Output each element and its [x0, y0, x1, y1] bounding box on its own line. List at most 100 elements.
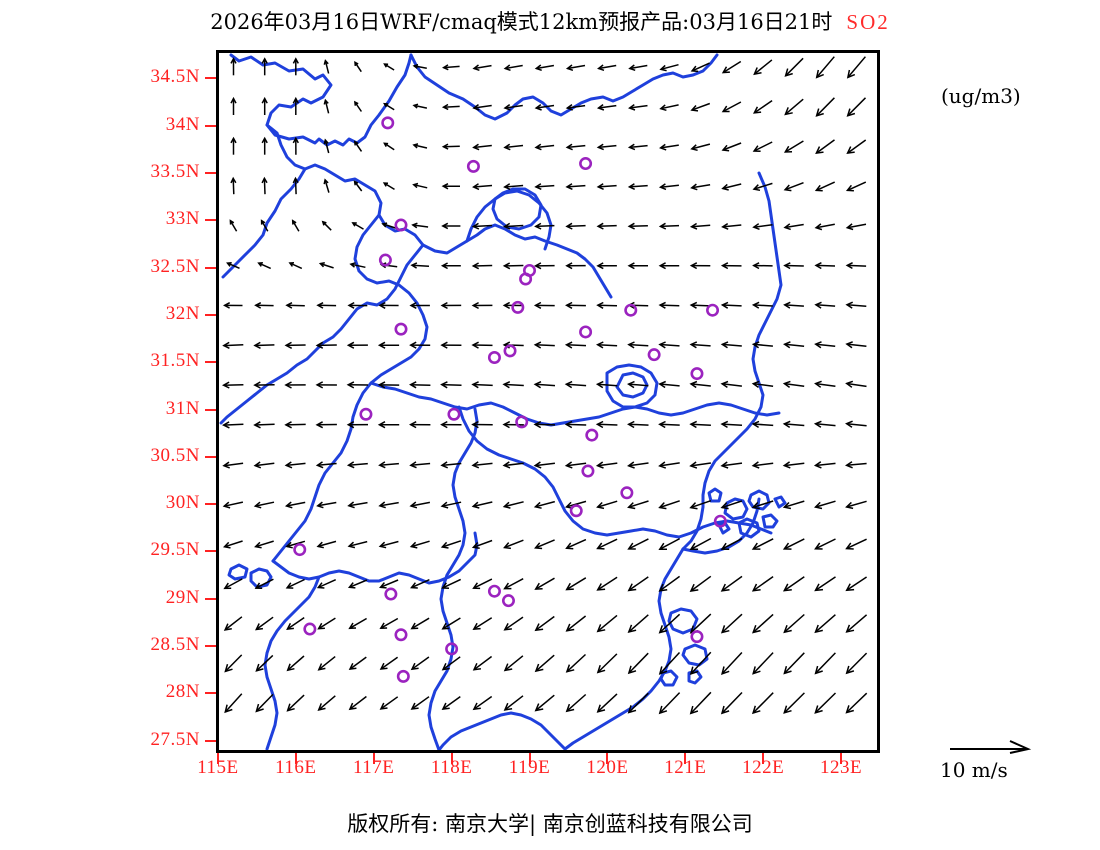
wind-arrow — [565, 615, 587, 632]
wind-arrow — [721, 222, 742, 230]
wind-arrow — [354, 60, 362, 73]
wind-arrow — [471, 461, 493, 469]
station-marker — [293, 543, 307, 557]
wind-arrow — [564, 341, 587, 349]
wind-arrow — [472, 617, 493, 630]
station-marker — [394, 322, 408, 336]
wind-arrow — [845, 538, 867, 550]
wind-arrow — [565, 653, 587, 673]
wind-arrow — [658, 537, 681, 550]
wind-arrow — [255, 693, 274, 713]
wind-arrow — [783, 262, 804, 270]
y-axis-tick-mark — [205, 645, 216, 648]
wind-arrow — [316, 540, 337, 549]
wind-arrow — [595, 461, 618, 469]
wind-arrow — [409, 341, 431, 349]
wind-arrow — [286, 694, 305, 712]
station-marker — [585, 428, 599, 442]
wind-arrow — [596, 614, 618, 633]
wind-arrow — [752, 182, 773, 192]
station-marker — [445, 642, 459, 656]
wind-arrow — [411, 222, 429, 229]
wind-arrow — [596, 143, 617, 151]
wind-arrow — [814, 538, 836, 550]
wind-arrow — [533, 420, 556, 429]
wind-arrow — [689, 691, 712, 715]
wind-arrow — [222, 501, 244, 509]
wind-arrow — [784, 98, 804, 116]
wind-arrow — [315, 341, 337, 349]
wind-arrow — [412, 63, 427, 69]
y-axis-tick-label: 33.5N — [150, 161, 200, 182]
wind-arrow — [564, 461, 587, 469]
wind-arrow — [845, 380, 867, 388]
y-axis-tick-mark — [205, 597, 216, 600]
wind-arrow — [720, 575, 743, 592]
wind-arrow — [689, 537, 712, 551]
wind-arrow — [689, 301, 711, 309]
wind-arrow — [409, 301, 430, 309]
wind-arrow — [472, 183, 493, 191]
wind-arrow — [845, 262, 867, 270]
wind-arrow — [689, 262, 711, 270]
wind-arrow — [845, 652, 868, 675]
wind-arrow — [317, 695, 336, 711]
wind-arrow — [751, 575, 774, 592]
wind-arrow — [627, 143, 648, 151]
wind-arrow — [471, 262, 493, 270]
wind-arrow — [502, 420, 524, 429]
wind-arrow — [658, 692, 681, 715]
wind-arrow — [409, 461, 431, 469]
wind-arrow — [412, 182, 428, 189]
wind-arrow — [255, 654, 274, 672]
wind-arrow — [689, 651, 712, 676]
wind-arrow — [346, 341, 368, 349]
y-axis-tick-label: 30N — [165, 492, 200, 514]
wind-arrow — [658, 183, 679, 191]
wind-arrow — [814, 181, 836, 192]
wind-arrow — [627, 614, 649, 633]
wind-arrow — [533, 381, 556, 389]
wind-arrow — [224, 654, 243, 673]
wind-arrow — [814, 341, 836, 349]
station-marker — [690, 367, 704, 381]
x-axis-tick-mark — [450, 753, 453, 764]
station-marker — [394, 628, 408, 642]
wind-arrow — [412, 103, 428, 109]
wind-arrow — [689, 575, 712, 592]
wind-arrow — [596, 222, 617, 230]
wind-arrow — [720, 341, 742, 349]
wind-arrow — [596, 103, 617, 111]
wind-arrow — [503, 143, 524, 151]
wind-arrow — [658, 461, 680, 469]
wind-arrow — [690, 183, 711, 191]
wind-arrow — [782, 380, 805, 389]
wind-arrow — [261, 176, 268, 195]
wind-arrow — [845, 614, 868, 633]
copyright-footer: 版权所有: 南京大学| 南京创蓝科技有限公司 — [347, 812, 753, 836]
wind-arrow — [253, 341, 275, 349]
x-axis-tick-label: 120E — [586, 757, 629, 778]
y-axis-tick-mark — [205, 77, 216, 80]
wind-arrow — [383, 102, 395, 111]
wind-arrow — [658, 341, 680, 349]
wind-arrow — [845, 223, 867, 231]
wind-arrow — [845, 181, 867, 192]
wind-arrow — [377, 381, 400, 389]
wind-arrow — [353, 180, 363, 192]
x-axis-tick-label: 115E — [197, 757, 239, 778]
wind-arrow — [471, 501, 493, 509]
wind-arrow — [409, 540, 430, 549]
wind-arrow — [534, 539, 555, 550]
wind-arrow — [751, 461, 774, 469]
wind-arrow — [565, 262, 586, 270]
wind-arrow — [222, 421, 244, 429]
wind-arrow — [627, 380, 649, 389]
wind-arrow — [379, 696, 399, 710]
wind-arrow — [783, 341, 805, 349]
station-marker — [713, 514, 727, 528]
wind-arrow — [690, 102, 711, 112]
wind-arrow — [565, 64, 586, 72]
wind-arrow — [814, 576, 836, 592]
station-marker — [501, 594, 515, 608]
